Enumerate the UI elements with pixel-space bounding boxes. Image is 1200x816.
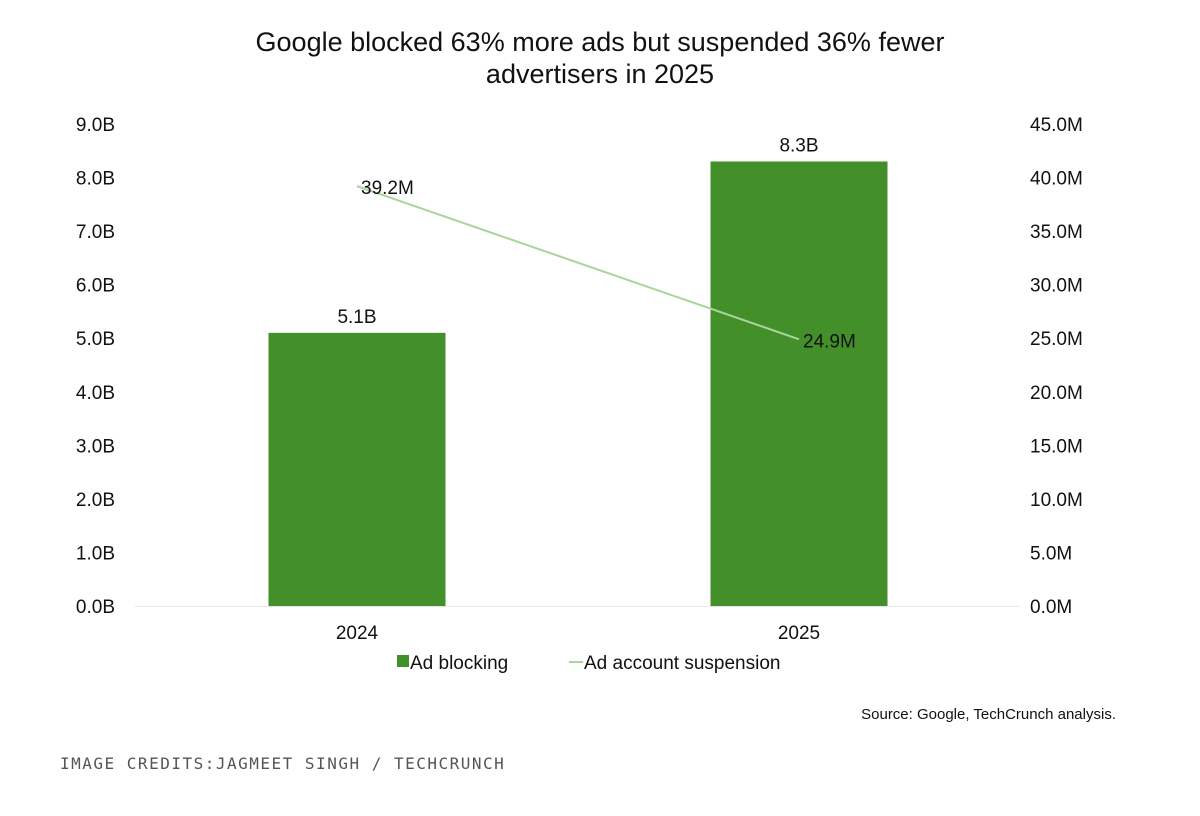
left-axis-tick-label: 6.0B xyxy=(76,276,115,297)
left-axis-tick-label: 8.0B xyxy=(76,169,115,190)
bar-2024 xyxy=(268,332,446,606)
x-axis-tick-label: 2025 xyxy=(778,623,820,644)
line-data-label: 39.2M xyxy=(361,178,414,199)
x-axis-tick-label: 2024 xyxy=(336,623,379,644)
line-data-label: 24.9M xyxy=(803,331,856,352)
right-axis-tick-label: 0.0M xyxy=(1030,597,1072,618)
right-axis-tick-label: 30.0M xyxy=(1030,276,1083,297)
right-axis-tick-label: 15.0M xyxy=(1030,436,1083,457)
source-note: Source: Google, TechCrunch analysis. xyxy=(861,706,1116,723)
right-axis-tick-label: 10.0M xyxy=(1030,490,1083,511)
left-axis-tick-label: 0.0B xyxy=(76,597,115,618)
left-axis-tick-label: 2.0B xyxy=(76,490,115,511)
right-axis-tick-label: 5.0M xyxy=(1030,543,1072,564)
legend-swatch-ad-blocking xyxy=(397,655,409,667)
legend-label-ad-blocking: Ad blocking xyxy=(410,653,508,674)
left-axis-tick-label: 9.0B xyxy=(76,115,115,136)
bar-data-label: 8.3B xyxy=(779,135,818,156)
legend-label-ad-account-suspension: Ad account suspension xyxy=(584,653,780,674)
right-axis-tick-label: 35.0M xyxy=(1030,222,1083,243)
left-axis-tick-label: 1.0B xyxy=(76,543,115,564)
bar-2025 xyxy=(710,161,888,606)
bar-data-label: 5.1B xyxy=(337,307,376,328)
right-axis-tick-label: 40.0M xyxy=(1030,169,1083,190)
left-axis-tick-label: 5.0B xyxy=(76,329,115,350)
right-axis-tick-label: 45.0M xyxy=(1030,115,1083,136)
left-axis-tick-label: 4.0B xyxy=(76,383,115,404)
right-axis-tick-label: 25.0M xyxy=(1030,329,1083,350)
chart-title-line-1: Google blocked 63% more ads but suspende… xyxy=(255,27,945,57)
left-axis-tick-label: 7.0B xyxy=(76,222,115,243)
line-series-ad-account-suspension xyxy=(356,185,800,341)
chart-title-line-2: advertisers in 2025 xyxy=(485,59,715,89)
image-credits: IMAGE CREDITS:JAGMEET SINGH / TECHCRUNCH xyxy=(60,754,506,773)
left-axis-tick-label: 3.0B xyxy=(76,436,115,457)
chart-title: Google blocked 63% more ads but suspende… xyxy=(0,26,1200,90)
right-axis-tick-label: 20.0M xyxy=(1030,383,1083,404)
